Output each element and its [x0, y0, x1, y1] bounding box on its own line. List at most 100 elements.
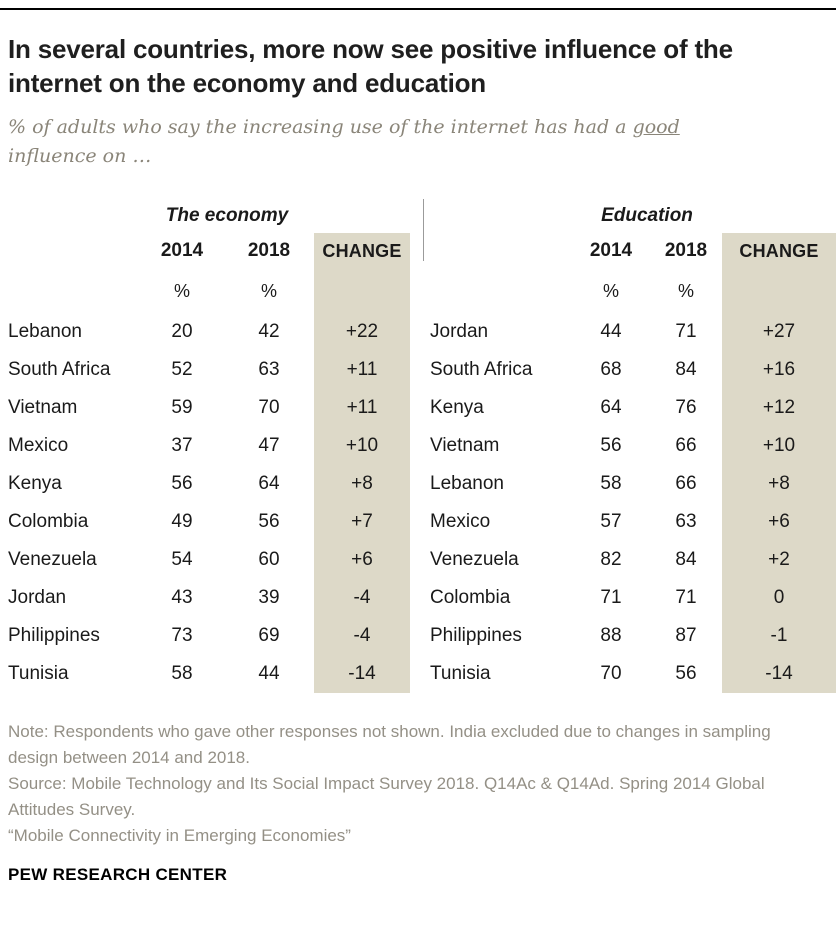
value-2018-cell: 69: [258, 625, 280, 646]
subtitle: % of adults who say the increasing use o…: [8, 113, 768, 171]
value-2018-cell: 71: [675, 321, 697, 342]
subtitle-underlined-word: good: [632, 116, 680, 138]
spacer: [722, 199, 836, 233]
page-title: In several countries, more now see posit…: [8, 34, 733, 98]
value-2014-cell: 56: [600, 435, 622, 456]
country-cell: Lebanon: [8, 321, 82, 342]
value-2014-cell: 88: [600, 625, 622, 646]
unit-percent: %: [677, 280, 694, 301]
country-cell: Vietnam: [8, 397, 78, 418]
value-2018-cell: 66: [675, 473, 697, 494]
unit-percent: %: [260, 280, 277, 301]
tables-container: The economy 2014 2018 CHANGE % % Lebanon…: [0, 199, 836, 693]
change-cell: +10: [314, 427, 410, 465]
subtitle-text-line2: influence on …: [8, 145, 152, 167]
value-2018-cell: 56: [675, 663, 697, 684]
value-2018-cell: 63: [675, 511, 697, 532]
value-2014-cell: 70: [600, 663, 622, 684]
spacer: [430, 233, 572, 269]
value-2018-cell: 42: [258, 321, 280, 342]
value-2018-cell: 64: [258, 473, 280, 494]
column-header-2014: 2014: [160, 240, 204, 261]
value-2014-cell: 49: [171, 511, 193, 532]
spacer: [8, 233, 140, 269]
column-header-2018: 2018: [247, 240, 291, 261]
change-cell: +12: [722, 389, 836, 427]
column-header-change: CHANGE: [314, 233, 410, 269]
notes-block: Note: Respondents who gave other respons…: [8, 719, 812, 849]
economy-table: The economy 2014 2018 CHANGE % % Lebanon…: [8, 199, 410, 693]
spacer: [430, 199, 572, 233]
value-2018-cell: 44: [258, 663, 280, 684]
value-2018-cell: 84: [675, 549, 697, 570]
country-cell: Colombia: [8, 511, 89, 532]
change-cell: +27: [722, 313, 836, 351]
value-2014-cell: 64: [600, 397, 622, 418]
economy-table-title: The economy: [165, 205, 289, 226]
value-2018-cell: 63: [258, 359, 280, 380]
change-cell: -1: [722, 617, 836, 655]
table-divider-line: [423, 199, 424, 261]
education-table: Education 2014 2018 CHANGE % % Jordan 44 7…: [430, 199, 836, 693]
change-cell: +11: [314, 389, 410, 427]
country-cell: Jordan: [430, 321, 489, 342]
change-cell: +16: [722, 351, 836, 389]
value-2014-cell: 82: [600, 549, 622, 570]
value-2014-cell: 68: [600, 359, 622, 380]
value-2014-cell: 71: [600, 587, 622, 608]
change-cell: -4: [314, 617, 410, 655]
country-cell: Colombia: [430, 587, 511, 608]
value-2014-cell: 59: [171, 397, 193, 418]
value-2014-cell: 56: [171, 473, 193, 494]
value-2014-cell: 73: [171, 625, 193, 646]
report-title-text: “Mobile Connectivity in Emerging Economi…: [8, 826, 351, 845]
value-2018-cell: 66: [675, 435, 697, 456]
country-cell: Mexico: [430, 511, 491, 532]
spacer: [314, 199, 410, 233]
spacer: [8, 199, 140, 233]
change-column-spacer: [314, 269, 410, 313]
change-column-spacer: [722, 269, 836, 313]
change-cell: 0: [722, 579, 836, 617]
country-cell: Jordan: [8, 587, 67, 608]
change-cell: +10: [722, 427, 836, 465]
country-cell: Lebanon: [430, 473, 504, 494]
change-cell: +8: [722, 465, 836, 503]
value-2014-cell: 43: [171, 587, 193, 608]
country-cell: Tunisia: [8, 663, 69, 684]
subtitle-text: % of adults who say the increasing use o…: [8, 116, 633, 138]
source-text: Source: Mobile Technology and Its Social…: [8, 774, 765, 819]
country-cell: Philippines: [430, 625, 522, 646]
value-2014-cell: 37: [171, 435, 193, 456]
value-2018-cell: 60: [258, 549, 280, 570]
unit-percent: %: [602, 280, 619, 301]
value-2014-cell: 54: [171, 549, 193, 570]
education-grid: Education 2014 2018 CHANGE % % Jordan 44 7…: [430, 199, 836, 693]
value-2018-cell: 56: [258, 511, 280, 532]
country-cell: Philippines: [8, 625, 100, 646]
top-border-rule: [0, 8, 836, 10]
country-cell: Kenya: [8, 473, 62, 494]
value-2014-cell: 52: [171, 359, 193, 380]
country-cell: Venezuela: [430, 549, 519, 570]
change-cell: +22: [314, 313, 410, 351]
change-cell: +7: [314, 503, 410, 541]
value-2018-cell: 47: [258, 435, 280, 456]
value-2018-cell: 76: [675, 397, 697, 418]
change-cell: +11: [314, 351, 410, 389]
value-2014-cell: 57: [600, 511, 622, 532]
change-cell: +2: [722, 541, 836, 579]
country-cell: Venezuela: [8, 549, 97, 570]
education-table-title: Education: [601, 205, 693, 226]
value-2018-cell: 87: [675, 625, 697, 646]
country-cell: Mexico: [8, 435, 69, 456]
value-2014-cell: 20: [171, 321, 193, 342]
column-header-2018: 2018: [664, 240, 708, 261]
country-cell: South Africa: [8, 359, 111, 380]
country-cell: Tunisia: [430, 663, 491, 684]
column-header-2014: 2014: [589, 240, 633, 261]
value-2014-cell: 44: [600, 321, 622, 342]
country-cell: Vietnam: [430, 435, 500, 456]
change-cell: -14: [722, 655, 836, 693]
